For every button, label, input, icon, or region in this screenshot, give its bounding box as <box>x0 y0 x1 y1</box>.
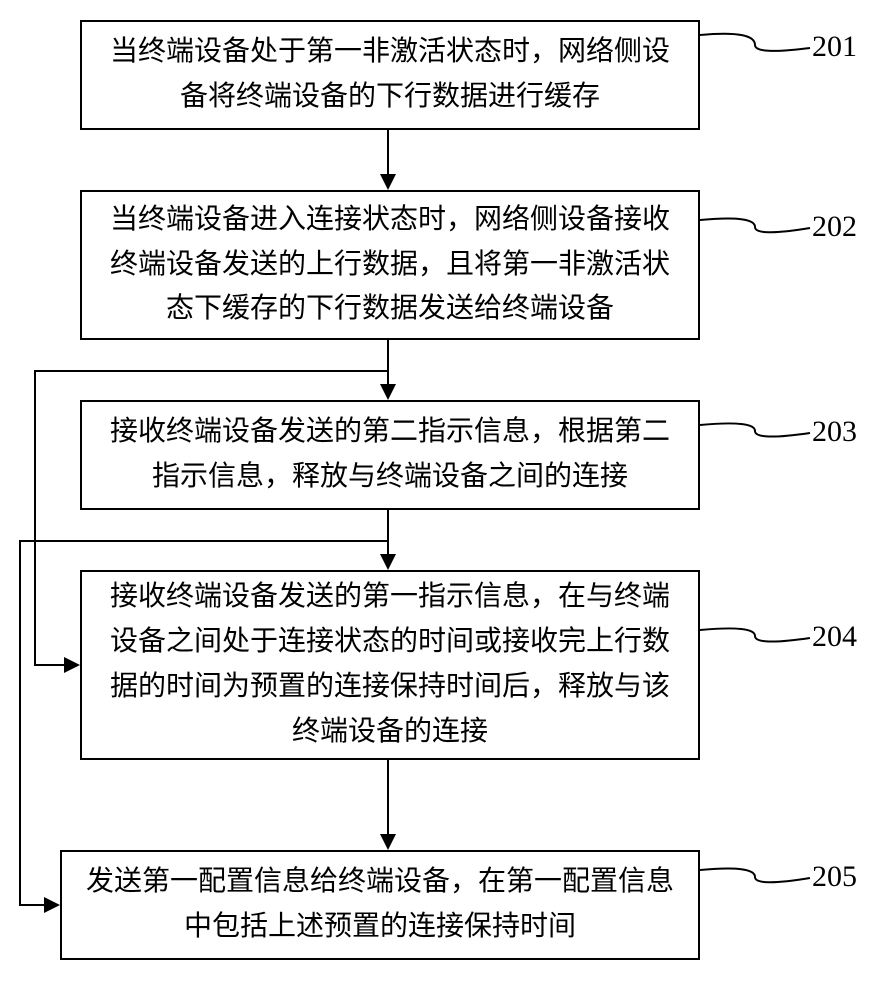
edge-202-203 <box>387 340 389 384</box>
edge-204-205 <box>387 760 389 834</box>
node-202-label: 202 <box>812 210 857 244</box>
edge-203-205-branch-h2 <box>19 904 44 906</box>
node-204-text: 接收终端设备发送的第一指示信息，在与终端设备之间处于连接状态的时间或接收完上行数… <box>100 575 680 754</box>
flowchart-container: 当终端设备处于第一非激活状态时，网络侧设备将终端设备的下行数据进行缓存 201 … <box>0 0 893 1000</box>
label-connector-204 <box>700 613 815 663</box>
node-203-text: 接收终端设备发送的第二指示信息，根据第二指示信息，释放与终端设备之间的连接 <box>100 410 680 500</box>
edge-203-205-branch-arrow <box>44 897 60 913</box>
edge-203-205-branch-v1 <box>19 540 21 906</box>
edge-202-204-branch-v1 <box>34 370 36 666</box>
edge-202-203-arrow <box>380 384 396 400</box>
flowchart-node-201: 当终端设备处于第一非激活状态时，网络侧设备将终端设备的下行数据进行缓存 <box>80 20 700 130</box>
flowchart-node-205: 发送第一配置信息给终端设备，在第一配置信息中包括上述预置的连接保持时间 <box>60 850 700 960</box>
edge-203-205-branch-h1 <box>19 540 389 542</box>
node-201-text: 当终端设备处于第一非激活状态时，网络侧设备将终端设备的下行数据进行缓存 <box>100 30 680 120</box>
label-connector-202 <box>700 205 815 255</box>
node-203-label: 203 <box>812 415 857 449</box>
node-201-label: 201 <box>812 30 857 64</box>
label-connector-201 <box>700 20 815 70</box>
label-connector-203 <box>700 408 815 458</box>
edge-202-204-branch-h2 <box>34 664 64 666</box>
node-205-text: 发送第一配置信息给终端设备，在第一配置信息中包括上述预置的连接保持时间 <box>80 860 680 950</box>
edge-203-204-arrow <box>380 554 396 570</box>
edge-204-205-arrow <box>380 834 396 850</box>
label-connector-205 <box>700 855 815 905</box>
edge-201-202-arrow <box>380 174 396 190</box>
flowchart-node-204: 接收终端设备发送的第一指示信息，在与终端设备之间处于连接状态的时间或接收完上行数… <box>80 570 700 760</box>
node-204-label: 204 <box>812 620 857 654</box>
edge-202-204-branch-h1 <box>34 370 389 372</box>
edge-202-204-branch-arrow <box>64 657 80 673</box>
node-205-label: 205 <box>812 860 857 894</box>
edge-203-204 <box>387 510 389 554</box>
flowchart-node-202: 当终端设备进入连接状态时，网络侧设备接收终端设备发送的上行数据，且将第一非激活状… <box>80 190 700 340</box>
edge-201-202 <box>387 130 389 174</box>
node-202-text: 当终端设备进入连接状态时，网络侧设备接收终端设备发送的上行数据，且将第一非激活状… <box>100 198 680 332</box>
flowchart-node-203: 接收终端设备发送的第二指示信息，根据第二指示信息，释放与终端设备之间的连接 <box>80 400 700 510</box>
